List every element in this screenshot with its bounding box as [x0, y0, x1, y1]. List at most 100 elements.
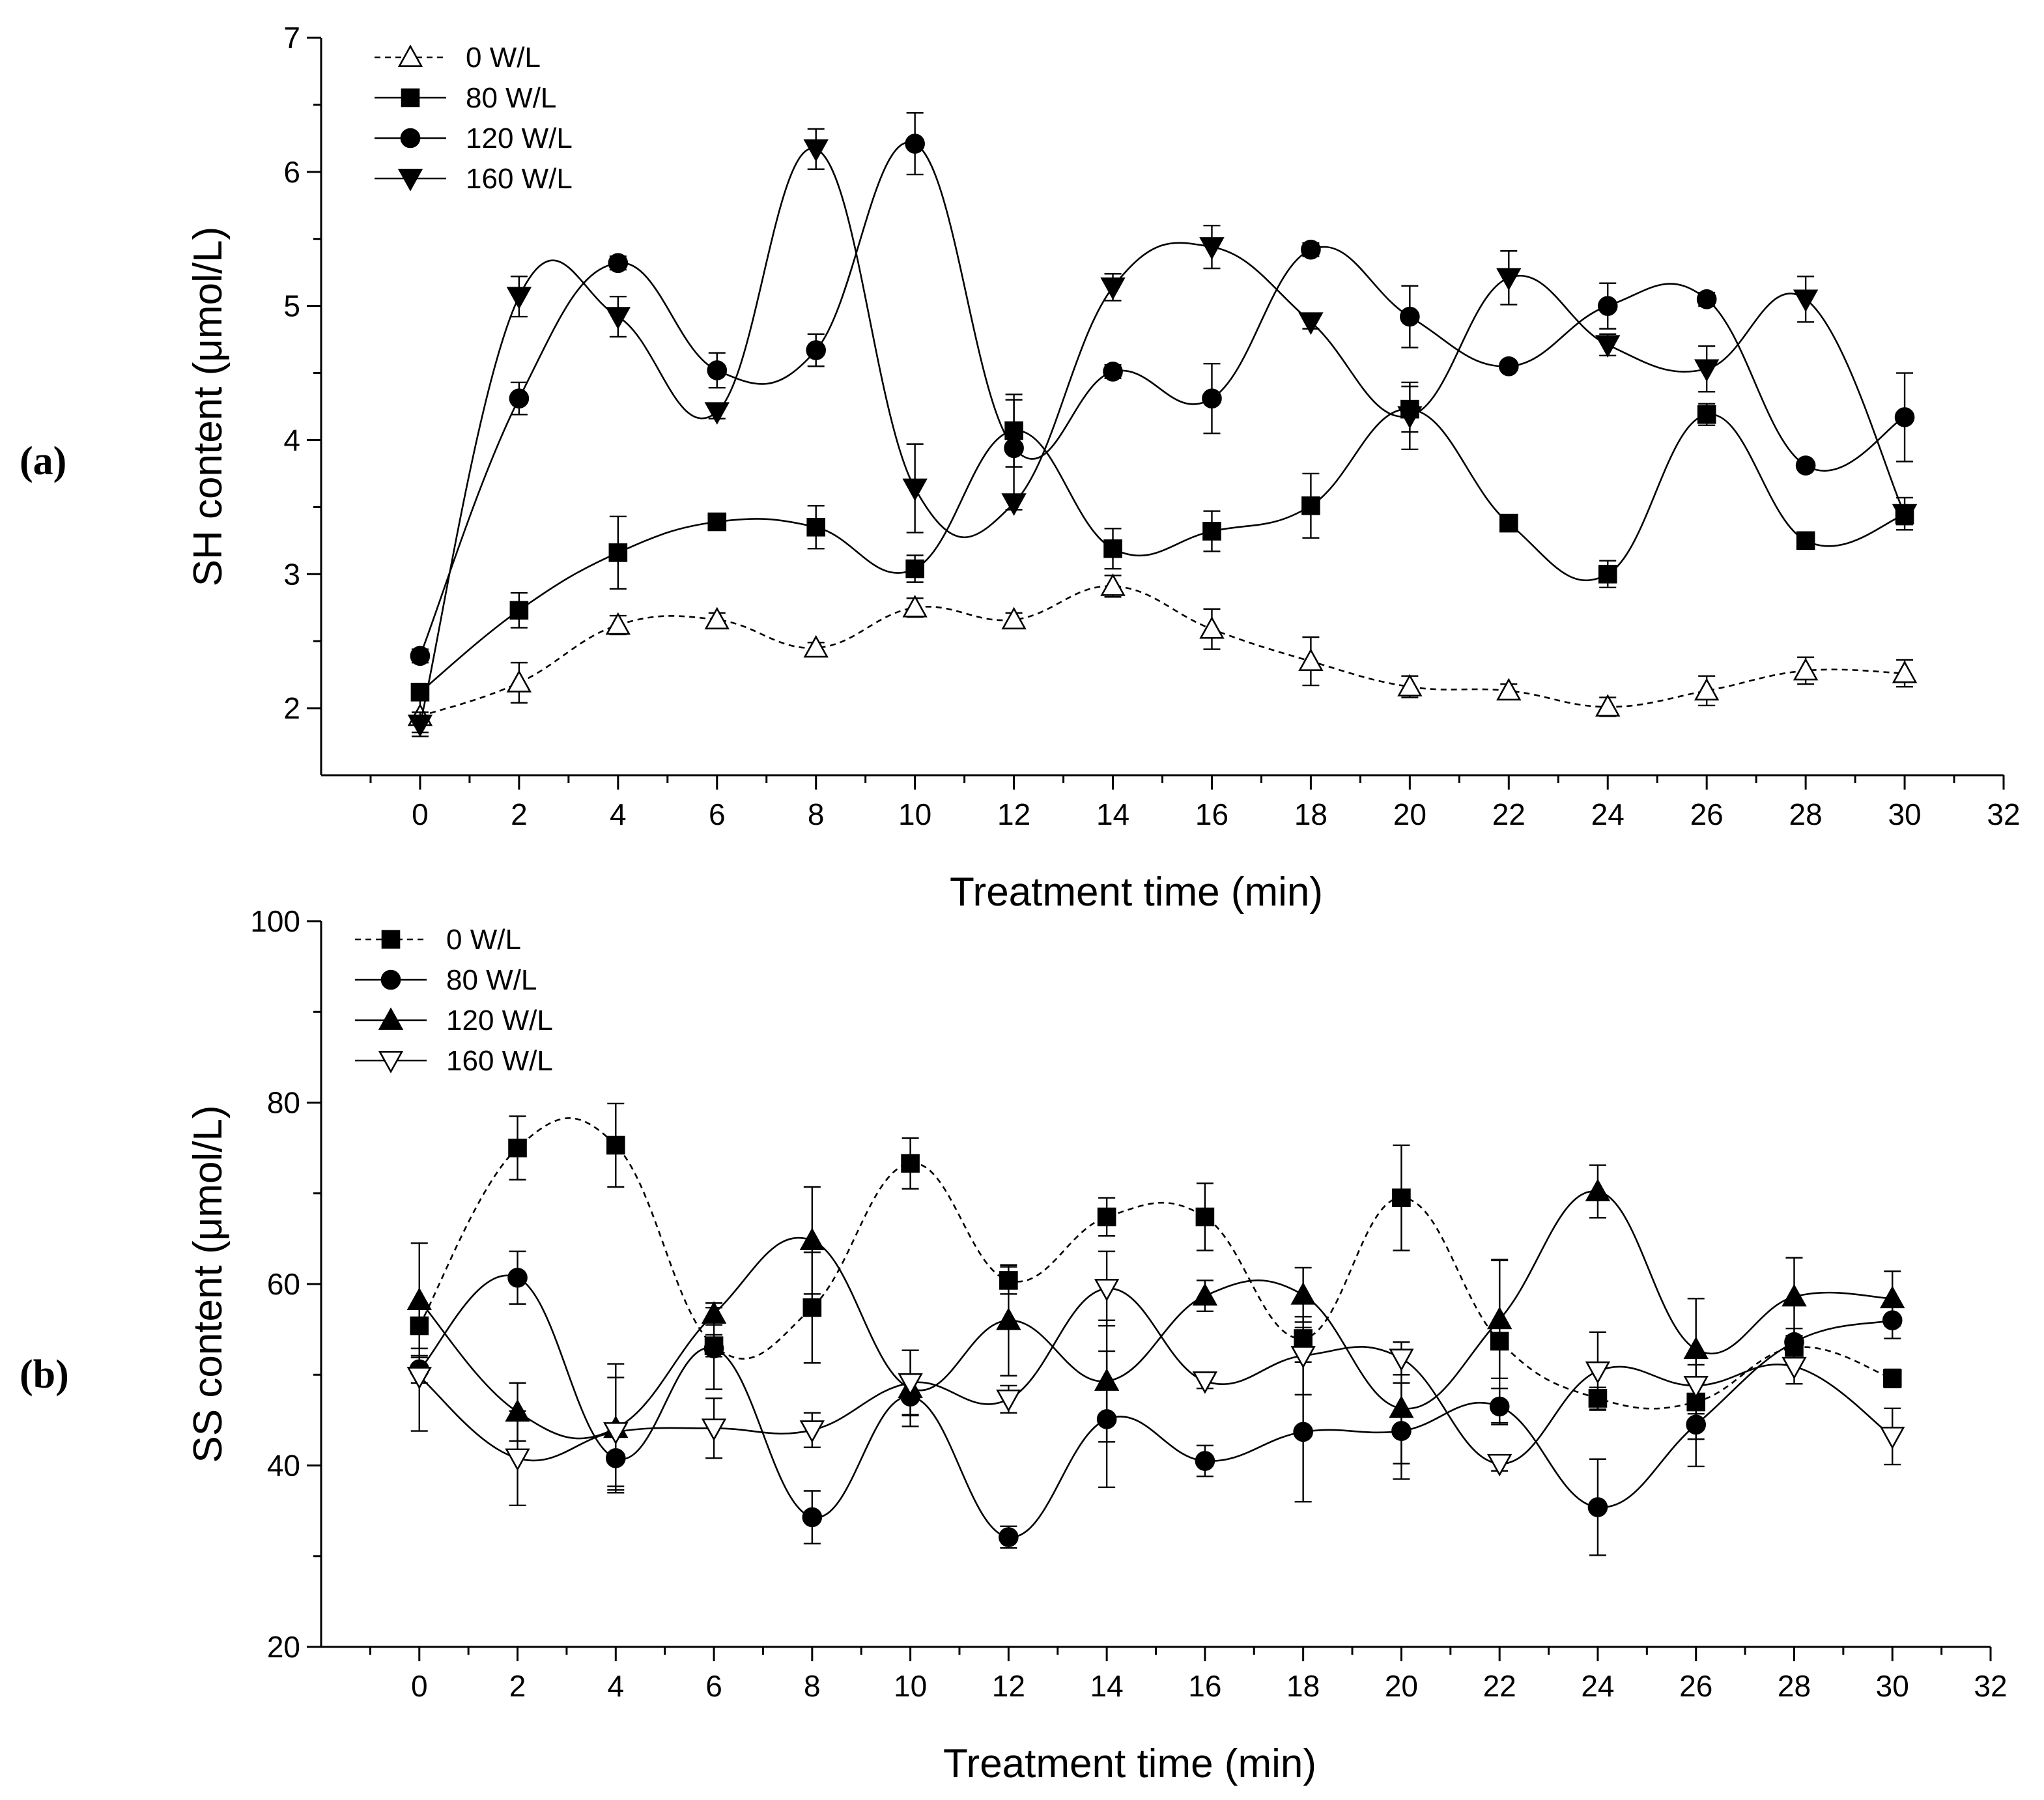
y-tick-label: 20	[267, 1630, 300, 1664]
data-point	[1894, 407, 1915, 427]
series-0-w-l	[410, 1102, 1902, 1440]
legend-label: 0 W/L	[466, 42, 541, 74]
data-point	[707, 360, 728, 380]
x-tick-label: 22	[1492, 797, 1526, 831]
x-tick-label: 0	[411, 1669, 428, 1703]
series-line	[419, 408, 1905, 693]
x-tick-label: 16	[1188, 1669, 1221, 1703]
legend-marker	[400, 128, 421, 149]
data-point	[905, 134, 925, 154]
x-tick-label: 2	[509, 1669, 526, 1703]
data-point	[802, 1507, 823, 1528]
legend-marker	[378, 1007, 404, 1030]
x-tick-label: 2	[511, 797, 528, 831]
y-tick-label: 80	[267, 1086, 300, 1120]
x-axis-title: Treatment time (min)	[950, 870, 1323, 915]
x-tick-label: 10	[898, 797, 931, 831]
data-point	[703, 1338, 724, 1359]
data-point	[996, 1307, 1021, 1330]
data-point	[1686, 1414, 1707, 1435]
data-point	[1587, 1497, 1608, 1517]
data-point	[999, 1527, 1019, 1547]
series-line	[418, 1274, 1893, 1538]
series-line	[418, 1287, 1893, 1465]
x-tick-label: 28	[1778, 1669, 1811, 1703]
data-point	[1697, 405, 1716, 424]
legend-label: 120 W/L	[446, 1005, 553, 1036]
data-point	[1389, 1349, 1414, 1371]
x-tick-label: 12	[997, 797, 1030, 831]
x-tick-label: 16	[1195, 797, 1228, 831]
panel-b: 0 2 4 6 8 10 12 14 16 18 20 22 24 26 28 30 3220406080100…	[20, 904, 2008, 1786]
series-0-w-l	[407, 573, 1918, 734]
series-160-w-l	[407, 128, 1918, 737]
data-point	[1301, 496, 1320, 515]
x-tick-label: 18	[1286, 1669, 1320, 1703]
legend-entry: 80 W/L	[375, 82, 556, 114]
x-tick-label: 10	[894, 1669, 927, 1703]
series-line	[418, 1190, 1893, 1440]
data-point	[1882, 1369, 1902, 1388]
panel-a: 0 2 4 6 8 10 12 14 16 18 20 22 24 26 28 30 32234567Treat…	[20, 21, 2021, 915]
data-point	[799, 1420, 825, 1443]
data-point	[1298, 312, 1324, 336]
x-tick-label: 4	[607, 1669, 624, 1703]
data-point	[707, 512, 727, 532]
data-point	[1793, 289, 1819, 313]
series-80-w-l	[410, 385, 1914, 702]
data-point	[1100, 277, 1126, 300]
data-point	[1202, 522, 1221, 541]
data-point	[606, 1136, 625, 1155]
data-point	[701, 1418, 727, 1442]
data-point	[1486, 1453, 1512, 1477]
series-line	[419, 141, 1905, 657]
data-point	[1585, 1179, 1611, 1201]
series-160-w-l	[406, 1250, 1905, 1506]
data-point	[1499, 513, 1518, 533]
data-point	[1199, 616, 1225, 639]
data-point	[1202, 388, 1222, 408]
legend-marker	[380, 969, 401, 990]
x-tick-label: 32	[1987, 797, 2020, 831]
data-point	[1397, 406, 1423, 429]
data-point	[1595, 335, 1621, 358]
data-point	[603, 1422, 629, 1445]
series-120-w-l	[410, 112, 1915, 666]
legend-label: 160 W/L	[446, 1045, 553, 1077]
data-point	[1796, 531, 1815, 550]
data-point	[1298, 648, 1324, 671]
data-point	[1389, 1395, 1414, 1418]
y-tick-label: 3	[283, 557, 300, 591]
x-tick-label: 20	[1393, 797, 1427, 831]
data-point	[802, 1298, 822, 1317]
data-point	[1293, 1421, 1313, 1442]
data-point	[1094, 1279, 1120, 1302]
data-point	[1103, 539, 1122, 558]
data-point	[898, 1373, 923, 1396]
data-point	[410, 646, 431, 666]
data-point	[608, 253, 629, 274]
series-line	[419, 585, 1905, 717]
x-axis-title: Treatment time (min)	[943, 1741, 1316, 1786]
y-tick-label: 5	[283, 289, 300, 323]
data-point	[1585, 1361, 1611, 1384]
y-axis-title: SS content (μmol/L)	[186, 1105, 231, 1463]
data-point	[509, 601, 529, 620]
y-tick-label: 60	[267, 1267, 300, 1301]
y-tick-label: 100	[250, 904, 300, 938]
x-tick-label: 4	[610, 797, 627, 831]
data-point	[1103, 362, 1123, 382]
legend-label: 80 W/L	[466, 82, 556, 114]
data-point	[1694, 359, 1720, 382]
data-point	[701, 1301, 727, 1324]
x-tick-label: 24	[1591, 797, 1625, 831]
data-point	[902, 595, 928, 618]
panel-label: (b)	[20, 1352, 69, 1397]
data-point	[1100, 573, 1126, 596]
legend-entry: 0 W/L	[355, 924, 521, 956]
legend-marker	[378, 1051, 404, 1074]
data-point	[1496, 268, 1522, 291]
data-point	[1001, 493, 1027, 516]
x-tick-label: 32	[1974, 1669, 2007, 1703]
